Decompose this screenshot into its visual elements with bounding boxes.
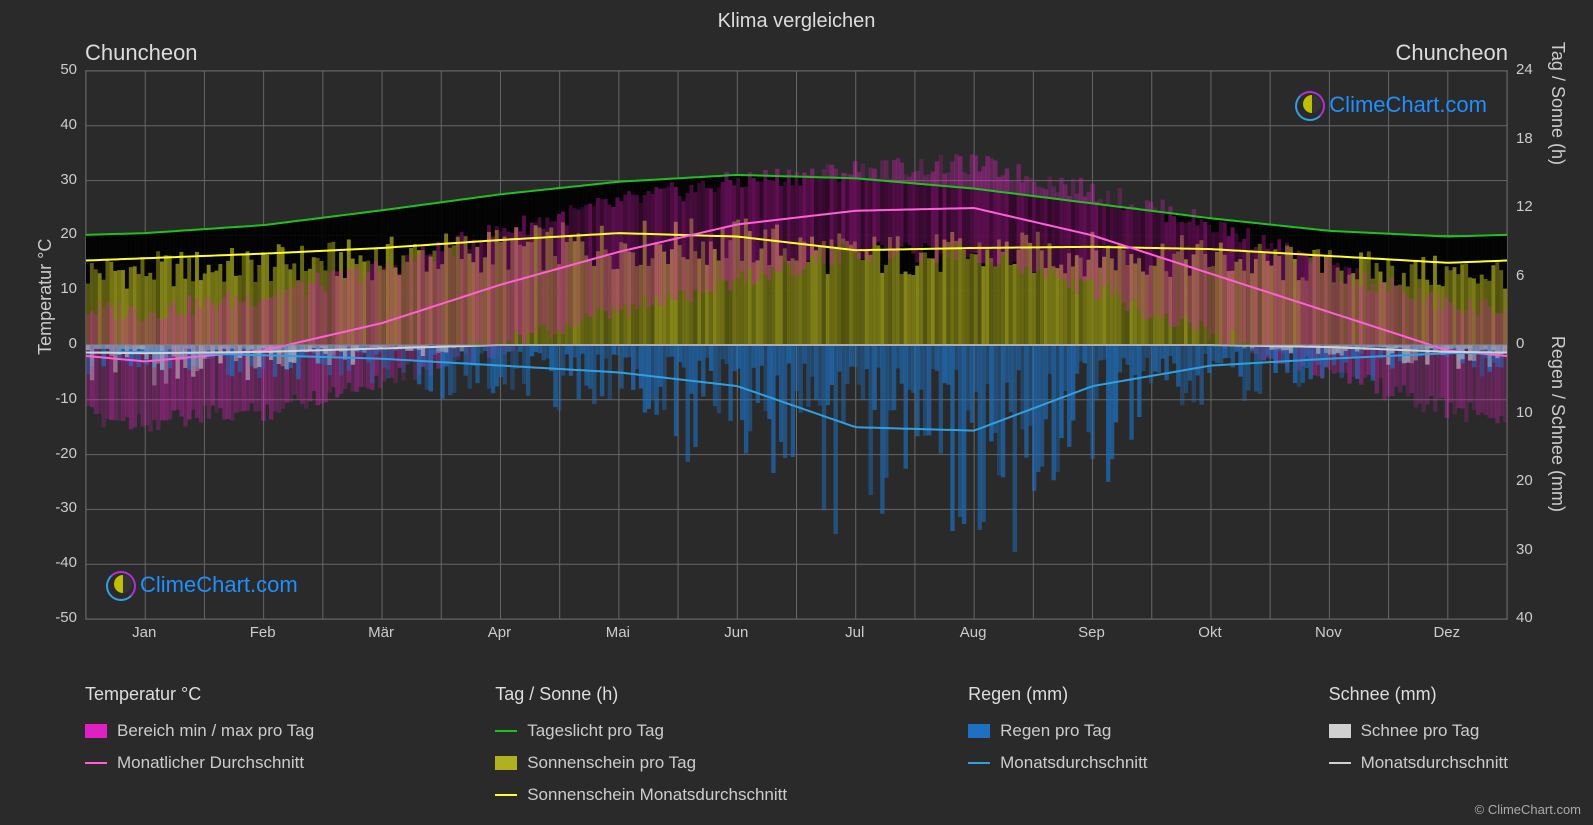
watermark-top: ClimeChart.com (1295, 91, 1487, 119)
legend-item: Bereich min / max pro Tag (85, 721, 314, 741)
swatch-icon (968, 724, 990, 738)
climechart-logo-icon (106, 571, 134, 599)
y2-top-axis-label: Tag / Sonne (h) (1547, 42, 1568, 165)
legend-item: Tageslicht pro Tag (495, 721, 787, 741)
legend-label: Monatsdurchschnitt (1000, 753, 1147, 773)
legend-head: Regen (mm) (968, 684, 1147, 705)
swatch-icon (495, 756, 517, 770)
watermark-bottom: ClimeChart.com (106, 571, 298, 599)
legend-head: Tag / Sonne (h) (495, 684, 787, 705)
legend-snow: Schnee (mm) Schnee pro Tag Monatsdurchsc… (1329, 684, 1508, 805)
legend-sun: Tag / Sonne (h) Tageslicht pro Tag Sonne… (495, 684, 787, 805)
watermark-text: ClimeChart.com (140, 572, 298, 598)
copyright: © ClimeChart.com (1475, 802, 1581, 817)
watermark-text: ClimeChart.com (1329, 92, 1487, 118)
legend-label: Monatlicher Durchschnitt (117, 753, 304, 773)
swatch-icon (1329, 724, 1351, 738)
climechart-logo-icon (1295, 91, 1323, 119)
legend-label: Sonnenschein pro Tag (527, 753, 696, 773)
legend-label: Regen pro Tag (1000, 721, 1111, 741)
swatch-icon (85, 762, 107, 764)
legend-item: Regen pro Tag (968, 721, 1147, 741)
swatch-icon (1329, 762, 1351, 764)
legend-item: Sonnenschein pro Tag (495, 753, 787, 773)
legend-item: Monatlicher Durchschnitt (85, 753, 314, 773)
legend-head: Temperatur °C (85, 684, 314, 705)
legend-label: Schnee pro Tag (1361, 721, 1480, 741)
legend-item: Monatsdurchschnitt (968, 753, 1147, 773)
city-right: Chuncheon (1395, 40, 1508, 66)
legend-label: Monatsdurchschnitt (1361, 753, 1508, 773)
legend: Temperatur °C Bereich min / max pro Tag … (85, 684, 1508, 805)
legend-label: Bereich min / max pro Tag (117, 721, 314, 741)
legend-head: Schnee (mm) (1329, 684, 1508, 705)
swatch-icon (968, 762, 990, 764)
y1-axis-label: Temperatur °C (35, 238, 56, 354)
legend-label: Tageslicht pro Tag (527, 721, 664, 741)
legend-item: Monatsdurchschnitt (1329, 753, 1508, 773)
city-left: Chuncheon (85, 40, 198, 66)
chart-area: ClimeChart.com ClimeChart.com 5040302010… (85, 70, 1508, 645)
y2-bottom-axis-label: Regen / Schnee (mm) (1547, 335, 1568, 511)
swatch-icon (85, 724, 107, 738)
legend-rain: Regen (mm) Regen pro Tag Monatsdurchschn… (968, 684, 1147, 805)
legend-item: Sonnenschein Monatsdurchschnitt (495, 785, 787, 805)
swatch-icon (495, 794, 517, 796)
swatch-icon (495, 730, 517, 732)
plot: ClimeChart.com ClimeChart.com (85, 70, 1508, 620)
legend-item: Schnee pro Tag (1329, 721, 1508, 741)
chart-wrapper: Klima vergleichen Chuncheon Chuncheon Te… (0, 0, 1593, 825)
legend-label: Sonnenschein Monatsdurchschnitt (527, 785, 787, 805)
plot-svg (86, 71, 1507, 619)
legend-temp: Temperatur °C Bereich min / max pro Tag … (85, 684, 314, 805)
chart-title: Klima vergleichen (0, 10, 1593, 33)
